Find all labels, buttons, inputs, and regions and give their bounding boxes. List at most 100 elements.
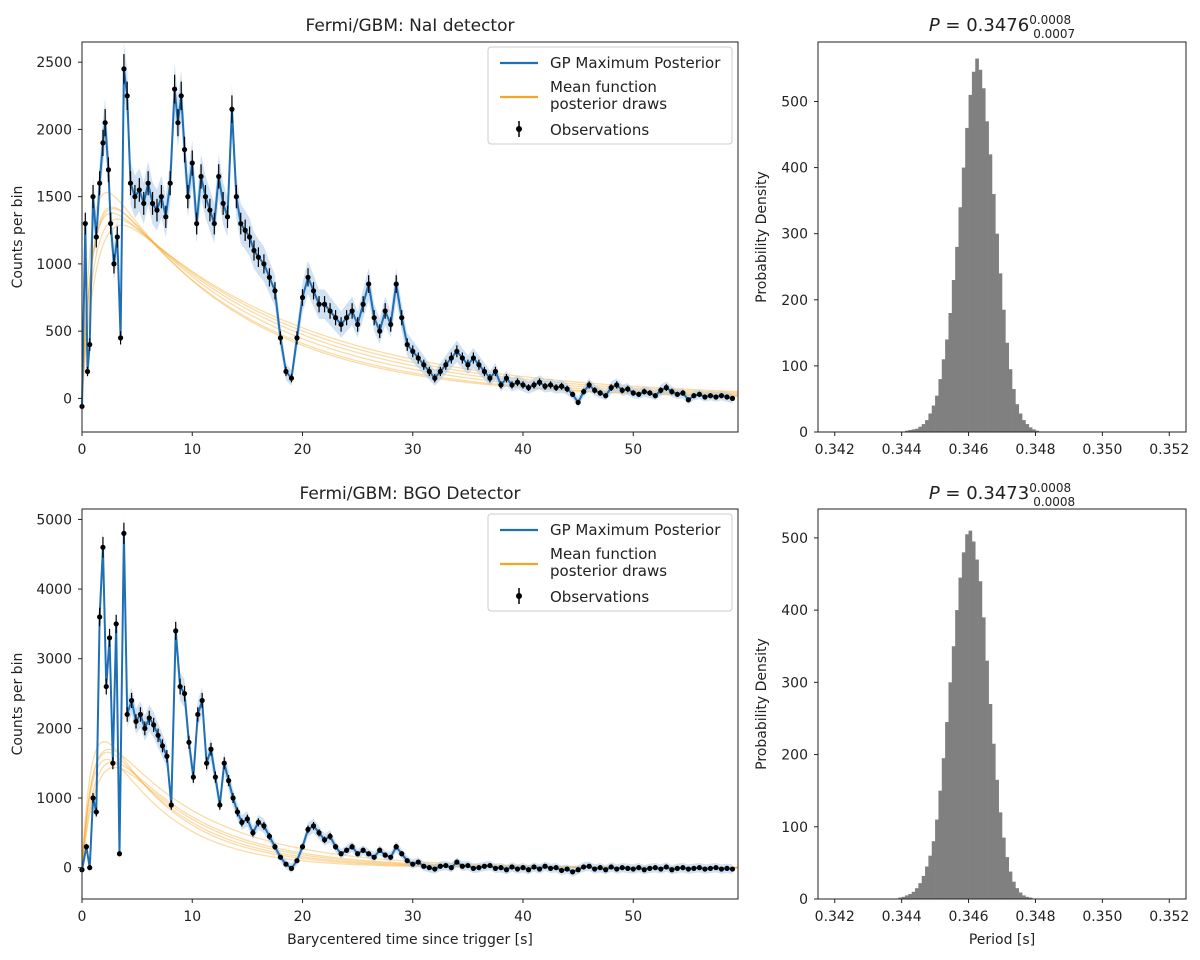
bgo-observation-point	[647, 865, 653, 871]
bgo-observation-point	[619, 865, 625, 871]
nai-legend-obs-label: Observations	[550, 121, 649, 139]
nai-observation-point	[211, 220, 217, 227]
nai-hist-histogram-bar	[998, 273, 1003, 432]
bgo-hist-x-axis-label: Period [s]	[969, 932, 1035, 948]
nai-hist-histogram-bar	[1008, 369, 1013, 432]
nai-legend-gp-label: GP Maximum Posterior	[550, 54, 721, 72]
bgo-hist-histogram-bar	[1015, 888, 1020, 899]
nai-legend-mean-label: Mean function posterior draws	[550, 78, 667, 113]
bgo-hist-histogram-bar	[975, 559, 979, 899]
nai-observation-point	[216, 173, 222, 180]
nai-hist-histogram-bar	[908, 430, 912, 432]
bgo-observation-point	[691, 865, 697, 871]
bgo-hist-title: P = 0.34730.0008 0.0008	[929, 481, 1075, 509]
bgo-hist-y-tick-label: 100	[781, 820, 808, 836]
nai-observation-point	[641, 389, 647, 395]
bgo-observation-point	[226, 778, 232, 784]
nai-observation-point	[724, 394, 730, 400]
nai-hist-x-tick-label: 0.346	[948, 442, 988, 458]
nai-observation-point	[93, 234, 99, 240]
nai-observation-point	[163, 214, 169, 220]
nai-hist-histogram-bar	[1028, 427, 1033, 432]
nai-y-tick-label: 2500	[36, 55, 72, 71]
nai-observation-point	[82, 220, 88, 227]
bgo-observation-point	[195, 711, 201, 718]
nai-hist-histogram-bar	[918, 426, 923, 432]
nai-observation-point	[707, 393, 714, 399]
bgo-observation-point	[155, 732, 161, 738]
nai-observation-point	[426, 368, 432, 375]
nai-observation-point	[84, 368, 91, 375]
bgo-observation-point	[250, 830, 256, 836]
bgo-hist-title-sup: 0.0008	[1029, 481, 1071, 495]
nai-observation-point	[105, 167, 112, 173]
bgo-hist-histogram-bar	[1012, 881, 1016, 899]
nai-hist-histogram-bar	[945, 339, 949, 432]
bgo-legend-mean-label: Mean function posterior draws	[550, 545, 667, 580]
nai-observation-point	[158, 194, 164, 200]
nai-observation-point	[310, 288, 317, 294]
nai-hist-y-tick-label: 100	[781, 359, 808, 375]
nai-observation-point	[597, 390, 603, 396]
bgo-observation-point	[129, 697, 135, 704]
nai-observation-point	[630, 390, 636, 396]
bgo-observation-point	[159, 743, 166, 749]
bgo-mean-draw-line	[81, 748, 739, 869]
bgo-hist-x-tick-label: 0.352	[1149, 909, 1189, 925]
bgo-observation-point	[100, 544, 106, 550]
nai-observation-point	[338, 321, 344, 328]
nai-observation-point	[581, 389, 587, 395]
nai-observation-point	[663, 385, 669, 391]
bgo-observation-point	[244, 816, 250, 822]
bgo-observation-point	[476, 865, 482, 871]
bgo-hist-histogram-bar	[951, 646, 956, 899]
bgo-observation-point	[124, 711, 130, 718]
bgo-observation-point	[603, 867, 609, 873]
nai-hist-histogram-bar	[968, 94, 973, 432]
bgo-legend-box	[487, 513, 733, 612]
bgo-observation-point	[272, 844, 278, 850]
bgo-observation-point	[186, 739, 192, 745]
bgo-observation-point	[570, 869, 576, 875]
bgo-observation-point	[718, 866, 725, 872]
nai-observation-point	[410, 348, 416, 354]
bgo-observation-point	[421, 863, 427, 869]
nai-observation-point	[674, 391, 680, 397]
bgo-legend-mean-label-line2: posterior draws	[550, 562, 667, 580]
bgo-hist-histogram-bar	[898, 897, 902, 899]
bgo-hist-y-tick-label: 400	[781, 603, 808, 619]
bgo-observation-point	[221, 760, 227, 766]
nai-panel-title: Fermi/GBM: NaI detector	[306, 16, 515, 36]
bgo-observation-point	[448, 865, 454, 871]
nai-observation-point	[255, 254, 262, 260]
bgo-observation-point	[97, 614, 103, 620]
nai-observation-point	[189, 160, 195, 166]
bgo-hist-x-tick-label: 0.350	[1082, 909, 1122, 925]
bgo-observation-point	[217, 802, 223, 808]
bgo-hist-histogram-bar	[911, 891, 916, 899]
nai-observation-point	[114, 234, 120, 240]
bgo-observation-point	[558, 867, 565, 874]
nai-observation-point	[696, 391, 703, 397]
bgo-observation-point	[432, 866, 438, 872]
bgo-observation-point	[305, 826, 311, 832]
nai-observation-point	[132, 194, 138, 200]
nai-hist-y-tick-label: 0	[799, 425, 808, 441]
bgo-observation-point	[669, 867, 675, 873]
bgo-observation-point	[137, 711, 144, 718]
bgo-observation-point	[404, 858, 410, 864]
nai-mean-draw-line	[81, 212, 739, 399]
bgo-observation-point	[113, 621, 119, 627]
bgo-observation-point	[592, 866, 598, 872]
bgo-observation-point	[426, 865, 432, 871]
bgo-observation-point	[294, 858, 300, 864]
bgo-observation-point	[288, 865, 295, 871]
nai-observation-point	[349, 308, 355, 314]
bgo-observation-point	[503, 867, 510, 873]
nai-observation-point	[224, 214, 231, 220]
bgo-period-histogram-panel: P = 0.34730.0008 0.0008 0.342 0.344 0.346 0.…	[754, 481, 1189, 948]
bgo-y-tick-label: 3000	[36, 652, 72, 668]
bgo-observation-point	[110, 760, 116, 766]
nai-observation-point	[636, 391, 642, 397]
nai-hist-histogram-bar	[1035, 430, 1040, 432]
